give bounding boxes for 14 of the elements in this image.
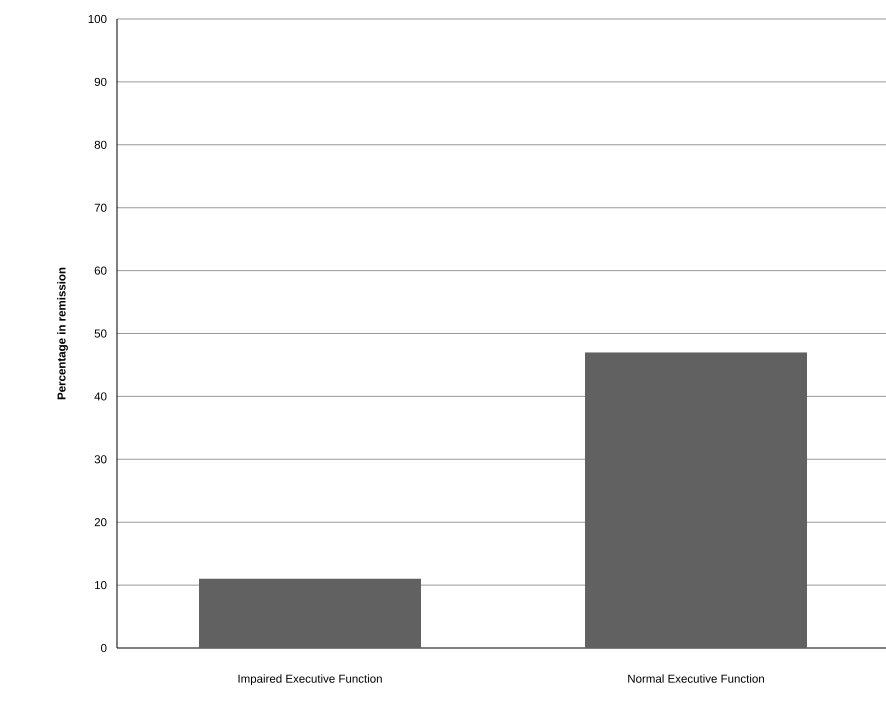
y-tick-label: 60 <box>94 266 107 275</box>
x-tick-label: Impaired Executive Function <box>238 674 382 686</box>
y-tick-label: 30 <box>94 455 107 464</box>
y-tick-label: 80 <box>94 140 107 149</box>
x-tick-label: Normal Executive Function <box>628 674 764 683</box>
y-tick-label: 70 <box>94 204 107 212</box>
y-tick-label: 50 <box>94 329 107 338</box>
y-tick-label: 100 <box>88 14 107 24</box>
y-axis-title: Percentage in remission <box>57 268 68 400</box>
y-tick-label: 0 <box>101 644 107 652</box>
y-tick-label: 40 <box>94 392 107 400</box>
y-tick-label: 10 <box>95 581 107 590</box>
y-tick-label: 90 <box>94 78 107 86</box>
y-tick-label: 20 <box>94 518 107 526</box>
